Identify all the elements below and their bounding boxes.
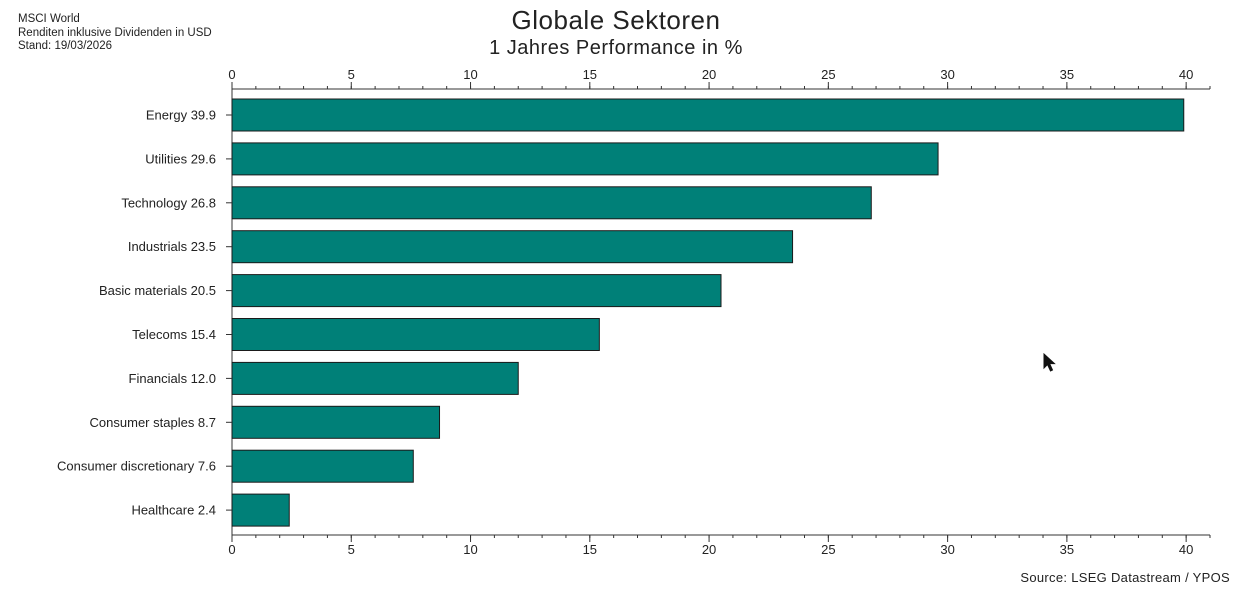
x-tick-label-bottom: 40 — [1179, 542, 1193, 557]
bar — [231, 493, 290, 527]
bar — [231, 230, 794, 264]
bar — [231, 274, 722, 308]
x-tick-label-bottom: 20 — [702, 542, 716, 557]
category-label: Industrials 23.5 — [128, 239, 216, 254]
x-tick-label-bottom: 30 — [940, 542, 954, 557]
x-tick-label-top: 10 — [463, 67, 477, 82]
x-tick-label-top: 40 — [1179, 67, 1193, 82]
x-tick-label-top: 35 — [1060, 67, 1074, 82]
x-tick-label-bottom: 5 — [348, 542, 355, 557]
x-tick-label-bottom: 25 — [821, 542, 835, 557]
category-label: Energy 39.9 — [146, 108, 216, 123]
bar — [231, 318, 600, 351]
x-tick-label-top: 25 — [821, 67, 835, 82]
chart-title: Globale Sektoren — [511, 5, 721, 35]
category-label: Consumer discretionary 7.6 — [57, 459, 216, 474]
bar — [231, 361, 519, 395]
index-name: MSCI World — [18, 13, 80, 25]
x-tick-label-bottom: 15 — [583, 542, 597, 557]
mouse-pointer-icon — [1043, 352, 1057, 378]
return-basis: Renditen inklusive Dividenden in USD — [18, 26, 212, 39]
x-tick-label-bottom: 10 — [463, 542, 477, 557]
source-note: Source: LSEG Datastream / YPOS — [1020, 570, 1230, 585]
bar — [231, 449, 414, 483]
bar — [231, 142, 939, 176]
as-of-date: Stand: 19/03/2026 — [18, 40, 112, 52]
category-label: Consumer staples 8.7 — [90, 415, 216, 430]
bar — [231, 405, 441, 439]
chart-metadata: MSCI World Renditen inklusive Dividenden… — [18, 13, 212, 54]
category-label: Technology 26.8 — [121, 195, 216, 210]
bar — [231, 186, 872, 220]
x-tick-label-bottom: 0 — [228, 542, 235, 557]
x-tick-label-top: 20 — [702, 67, 716, 82]
x-tick-label-top: 0 — [228, 67, 235, 82]
x-tick-label-bottom: 35 — [1060, 542, 1074, 557]
category-label: Telecoms 15.4 — [132, 327, 216, 342]
x-tick-label-top: 15 — [583, 67, 597, 82]
x-tick-label-top: 5 — [348, 67, 355, 82]
category-label: Healthcare 2.4 — [131, 503, 216, 518]
chart-subtitle: 1 Jahres Performance in % — [489, 37, 743, 59]
category-label: Basic materials 20.5 — [99, 283, 216, 298]
bar — [231, 98, 1185, 132]
category-label: Utilities 29.6 — [145, 151, 216, 166]
category-label: Financials 12.0 — [129, 371, 216, 386]
x-tick-label-top: 30 — [940, 67, 954, 82]
